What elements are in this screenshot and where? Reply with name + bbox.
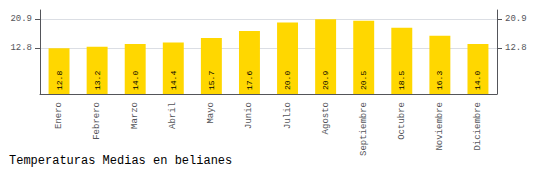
svg-text:20.5: 20.5 [359, 71, 368, 90]
svg-text:Noviembre: Noviembre [435, 102, 445, 151]
svg-text:Febrero: Febrero [92, 102, 102, 140]
svg-text:14.0: 14.0 [131, 71, 140, 90]
svg-text:20.9: 20.9 [505, 14, 527, 24]
svg-text:14.4: 14.4 [169, 71, 178, 90]
svg-text:Mayo: Mayo [206, 102, 216, 124]
svg-text:14.0: 14.0 [473, 71, 482, 90]
svg-text:20.0: 20.0 [283, 71, 292, 90]
svg-text:17.6: 17.6 [245, 71, 254, 90]
svg-text:13.2: 13.2 [93, 71, 102, 90]
svg-text:18.5: 18.5 [397, 71, 406, 90]
svg-text:20.9: 20.9 [321, 71, 330, 90]
svg-text:12.8: 12.8 [10, 43, 32, 53]
svg-text:Marzo: Marzo [130, 102, 140, 129]
svg-text:20.9: 20.9 [10, 14, 32, 24]
svg-text:Temperaturas Medias en beliane: Temperaturas Medias en belianes [9, 154, 232, 168]
svg-text:Septiembre: Septiembre [359, 102, 369, 156]
svg-text:Octubre: Octubre [397, 102, 407, 140]
svg-text:16.3: 16.3 [435, 71, 444, 90]
svg-text:Agosto: Agosto [321, 102, 331, 134]
svg-text:Abril: Abril [168, 102, 178, 129]
svg-text:Diciembre: Diciembre [473, 102, 483, 151]
svg-text:Julio: Julio [283, 102, 293, 129]
svg-text:Enero: Enero [54, 102, 64, 129]
svg-text:Junio: Junio [244, 102, 254, 129]
svg-text:12.8: 12.8 [55, 71, 64, 90]
svg-text:12.8: 12.8 [505, 43, 527, 53]
svg-text:15.7: 15.7 [207, 71, 216, 90]
